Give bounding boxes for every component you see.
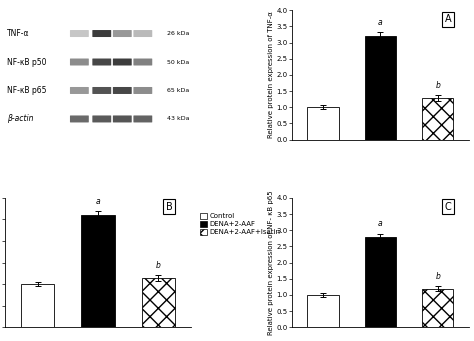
Text: 65 kDa: 65 kDa bbox=[167, 88, 190, 93]
FancyBboxPatch shape bbox=[133, 30, 152, 37]
Bar bbox=[307, 107, 339, 140]
FancyBboxPatch shape bbox=[92, 30, 111, 37]
Bar bbox=[142, 278, 175, 327]
Text: 50 kDa: 50 kDa bbox=[167, 60, 190, 64]
FancyBboxPatch shape bbox=[133, 116, 152, 122]
Bar bbox=[21, 284, 55, 327]
FancyBboxPatch shape bbox=[133, 59, 152, 65]
Text: C: C bbox=[445, 202, 451, 212]
Text: 26 kDa: 26 kDa bbox=[167, 31, 190, 36]
FancyBboxPatch shape bbox=[113, 116, 132, 122]
Text: b: b bbox=[435, 80, 440, 89]
Bar bbox=[307, 295, 339, 327]
Text: a: a bbox=[96, 197, 100, 206]
FancyBboxPatch shape bbox=[70, 87, 89, 94]
Bar bbox=[422, 288, 454, 327]
FancyBboxPatch shape bbox=[113, 59, 132, 65]
FancyBboxPatch shape bbox=[113, 30, 132, 37]
FancyBboxPatch shape bbox=[70, 116, 89, 122]
Bar bbox=[365, 36, 396, 140]
Text: β-actin: β-actin bbox=[7, 115, 33, 123]
Text: 43 kDa: 43 kDa bbox=[167, 117, 190, 121]
Bar bbox=[365, 237, 396, 327]
FancyBboxPatch shape bbox=[113, 87, 132, 94]
Text: NF-κB p50: NF-κB p50 bbox=[7, 58, 46, 66]
Y-axis label: Relative protein expression of NF- κB p65: Relative protein expression of NF- κB p6… bbox=[268, 190, 274, 335]
FancyBboxPatch shape bbox=[133, 87, 152, 94]
Text: TNF-α: TNF-α bbox=[7, 29, 29, 38]
Text: B: B bbox=[165, 202, 173, 212]
Text: a: a bbox=[378, 18, 383, 27]
Legend: Control, DENA+2-AAF, DENA+2-AAF+Isatin: Control, DENA+2-AAF, DENA+2-AAF+Isatin bbox=[199, 212, 282, 237]
Y-axis label: Relative protein expression of TNF-α: Relative protein expression of TNF-α bbox=[268, 12, 274, 138]
FancyBboxPatch shape bbox=[70, 30, 89, 37]
Text: b: b bbox=[435, 272, 440, 281]
Text: A: A bbox=[445, 14, 451, 24]
Bar bbox=[82, 215, 115, 327]
Text: NF-κB p65: NF-κB p65 bbox=[7, 86, 46, 95]
Text: a: a bbox=[378, 219, 383, 228]
FancyBboxPatch shape bbox=[92, 59, 111, 65]
Bar bbox=[422, 98, 454, 140]
FancyBboxPatch shape bbox=[92, 87, 111, 94]
FancyBboxPatch shape bbox=[92, 116, 111, 122]
Text: b: b bbox=[156, 261, 161, 269]
FancyBboxPatch shape bbox=[70, 59, 89, 65]
